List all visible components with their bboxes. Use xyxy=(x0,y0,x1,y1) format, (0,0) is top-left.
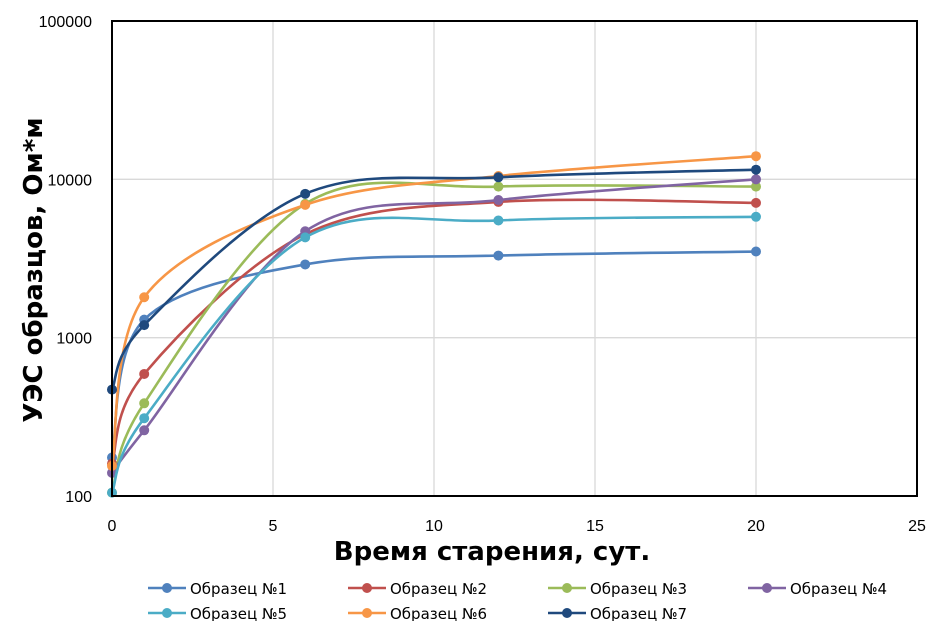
legend-label: Образец №5 xyxy=(190,605,287,621)
legend-marker xyxy=(762,583,772,593)
series-layer xyxy=(107,151,761,498)
data-point xyxy=(751,174,761,185)
data-point xyxy=(751,246,761,257)
legend-marker xyxy=(562,583,572,593)
legend-item: Образец №3 xyxy=(548,580,687,598)
data-point xyxy=(139,320,150,331)
series-line xyxy=(110,250,757,458)
series-4 xyxy=(107,174,761,478)
data-point xyxy=(493,172,504,183)
legend-marker xyxy=(162,583,172,593)
legend-marker xyxy=(162,608,172,618)
data-point xyxy=(139,292,150,303)
legend-item: Образец №7 xyxy=(548,605,687,621)
data-point xyxy=(493,215,504,226)
x-tick-label: 25 xyxy=(908,518,926,535)
legend: Образец №1 Образец №2 Образец №3 Образец №4… xyxy=(148,580,887,621)
data-point xyxy=(751,181,761,192)
data-point xyxy=(300,259,311,270)
data-point xyxy=(493,181,504,192)
legend-label: Образец №1 xyxy=(190,580,287,598)
data-point xyxy=(300,188,311,199)
data-point xyxy=(139,398,150,409)
data-point xyxy=(751,211,761,222)
tick-labels: 0 5 10 15 20 25 100 1000 10000 100000 xyxy=(39,14,926,535)
x-tick-label: 20 xyxy=(747,518,765,535)
data-point xyxy=(493,195,504,206)
legend-marker xyxy=(362,608,372,618)
data-point xyxy=(139,413,150,424)
legend-item: Образец №5 xyxy=(148,605,287,621)
legend-label: Образец №7 xyxy=(590,605,687,621)
series-line xyxy=(110,181,757,494)
legend-label: Образец №2 xyxy=(390,580,487,598)
y-tick-label: 100 xyxy=(65,489,92,506)
series-7 xyxy=(107,164,761,395)
legend-label: Образец №3 xyxy=(590,580,687,598)
data-point xyxy=(493,250,504,261)
data-point xyxy=(300,199,311,210)
legend-marker xyxy=(562,608,572,618)
x-axis-title: Время старения, сут. xyxy=(334,537,650,567)
data-point xyxy=(300,232,311,243)
legend-item: Образец №6 xyxy=(348,605,487,621)
y-tick-label: 10000 xyxy=(48,172,93,189)
series-5 xyxy=(107,211,761,498)
legend-item: Образец №4 xyxy=(748,580,887,598)
data-point xyxy=(751,164,761,175)
legend-item: Образец №2 xyxy=(348,580,487,598)
legend-marker xyxy=(362,583,372,593)
plot-frame xyxy=(111,20,918,497)
legend-item: Образец №1 xyxy=(148,580,287,598)
x-tick-label: 10 xyxy=(425,518,443,535)
series-line xyxy=(110,198,757,465)
data-point xyxy=(139,368,150,379)
y-axis-title: УЭС образцов, Ом*м xyxy=(19,117,49,422)
data-point xyxy=(139,425,150,436)
data-point xyxy=(751,197,761,208)
series-line xyxy=(110,154,757,467)
y-tick-label: 100000 xyxy=(39,14,92,31)
legend-label: Образец №6 xyxy=(390,605,487,621)
legend-label: Образец №4 xyxy=(790,580,887,598)
y-tick-label: 1000 xyxy=(56,331,92,348)
x-tick-label: 15 xyxy=(586,518,604,535)
data-point xyxy=(751,151,761,162)
x-tick-label: 5 xyxy=(269,518,278,535)
x-tick-label: 0 xyxy=(108,518,117,535)
